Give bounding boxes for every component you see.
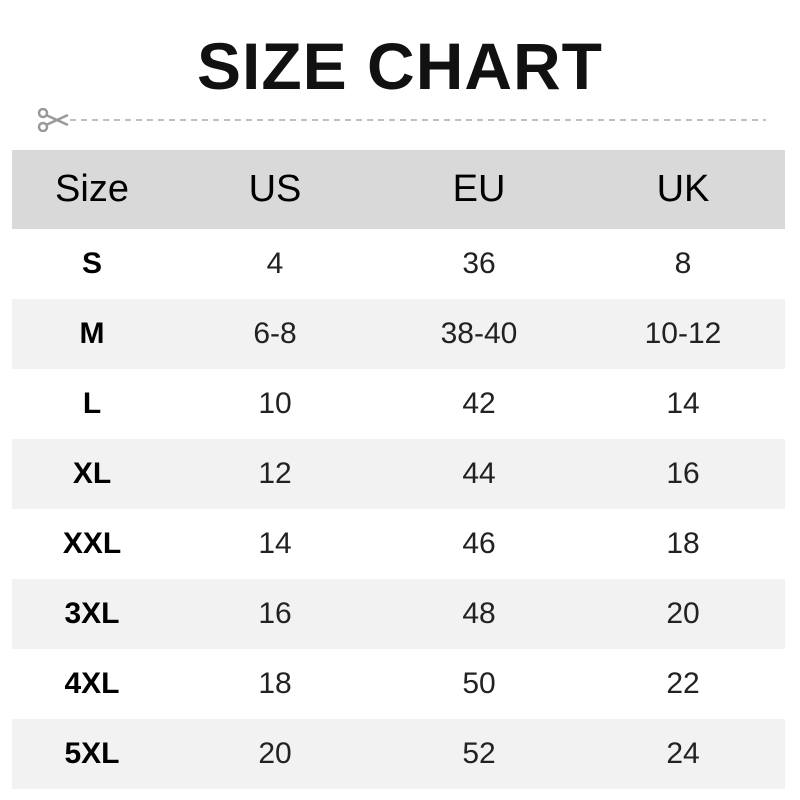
cell-uk: 24 bbox=[666, 737, 700, 770]
table-row: L 10 42 14 bbox=[12, 369, 785, 439]
cell-uk: 14 bbox=[666, 387, 700, 420]
table-row: XXL 14 46 18 bbox=[12, 509, 785, 579]
table-row: 5XL 20 52 24 bbox=[12, 719, 785, 789]
cell-size: 4XL bbox=[64, 667, 120, 700]
cell-uk: 22 bbox=[666, 667, 700, 700]
cell-eu: 44 bbox=[462, 457, 496, 490]
cell-eu: 38-40 bbox=[440, 317, 518, 350]
cell-size: XL bbox=[72, 457, 112, 490]
cell-eu: 46 bbox=[462, 527, 496, 560]
cell-eu: 48 bbox=[462, 597, 496, 630]
cell-size: L bbox=[82, 387, 102, 420]
header-us: US bbox=[248, 168, 302, 210]
page-title: SIZE CHART bbox=[197, 29, 603, 103]
cell-us: 20 bbox=[258, 737, 292, 770]
cell-us: 16 bbox=[258, 597, 292, 630]
cell-eu: 36 bbox=[462, 247, 496, 280]
cell-size: M bbox=[79, 317, 105, 350]
cell-eu: 52 bbox=[462, 737, 496, 770]
table-row: 4XL 18 50 22 bbox=[12, 649, 785, 719]
table-row: XL 12 44 16 bbox=[12, 439, 785, 509]
cell-size: XXL bbox=[62, 527, 122, 560]
table-row: M 6-8 38-40 10-12 bbox=[12, 299, 785, 369]
table-header: Size US EU UK bbox=[12, 150, 785, 229]
cell-us: 10 bbox=[258, 387, 292, 420]
cell-uk: 20 bbox=[666, 597, 700, 630]
cell-us: 12 bbox=[258, 457, 292, 490]
cell-uk: 18 bbox=[666, 527, 700, 560]
cell-size: 5XL bbox=[64, 737, 120, 770]
cell-size: S bbox=[81, 247, 102, 280]
table-row: S 4 36 8 bbox=[12, 229, 785, 299]
cell-us: 18 bbox=[258, 667, 292, 700]
cell-eu: 42 bbox=[462, 387, 496, 420]
header-uk: UK bbox=[656, 168, 710, 210]
cell-us: 6-8 bbox=[253, 317, 297, 350]
cell-eu: 50 bbox=[462, 667, 496, 700]
size-table: Size US EU UK S 4 36 8 M 6-8 38-40 10-12 L 10 42 14… bbox=[12, 150, 785, 789]
cell-uk: 16 bbox=[666, 457, 700, 490]
cell-uk: 10-12 bbox=[644, 317, 722, 350]
cell-size: 3XL bbox=[64, 597, 120, 630]
cell-uk: 8 bbox=[674, 247, 692, 280]
cell-us: 14 bbox=[258, 527, 292, 560]
header-size: Size bbox=[55, 168, 129, 210]
table-row: 3XL 16 48 20 bbox=[12, 579, 785, 649]
cut-line bbox=[37, 108, 766, 132]
header-eu: EU bbox=[452, 168, 506, 210]
scissors-icon bbox=[37, 108, 69, 132]
cell-us: 4 bbox=[266, 247, 284, 280]
